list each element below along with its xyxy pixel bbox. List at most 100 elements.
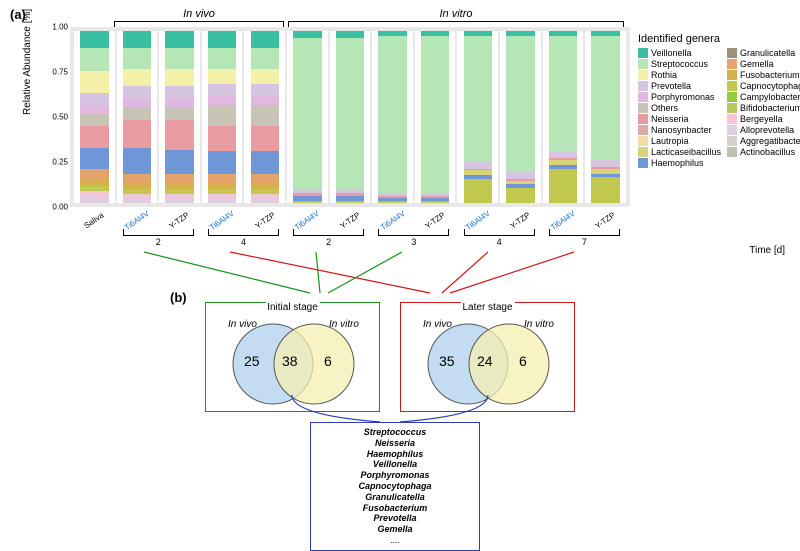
day-bracket-label: 3 [411, 237, 416, 247]
panel-b-label: (b) [170, 290, 187, 305]
bar-segment [549, 169, 577, 203]
genus-item: Gemella [315, 524, 475, 535]
bar-segment [251, 174, 279, 184]
legend-swatch [638, 114, 648, 124]
bar-segment [251, 48, 279, 69]
y-axis-label: Relative Abundance [%] [22, 9, 33, 115]
legend-swatch [727, 81, 737, 91]
venn-n-mid2: 24 [477, 353, 493, 369]
legend-item: Prevotella [638, 81, 721, 91]
day-brackets: 242347 [70, 229, 630, 245]
bar-segment [123, 86, 151, 98]
legend-swatch [727, 48, 737, 58]
legend-swatch [638, 125, 648, 135]
venn-n-left: 25 [244, 353, 260, 369]
bar-segment [549, 36, 577, 151]
stage-connectors [60, 250, 620, 295]
legend-text: Haemophilus [651, 158, 704, 168]
day-bracket-label: 4 [497, 237, 502, 247]
genus-item: Neisseria [315, 438, 475, 449]
legend-swatch [727, 136, 737, 146]
bar-segment [464, 162, 492, 169]
label-invitro: In vitro [439, 8, 472, 20]
legend-text: Porphyromonas [651, 92, 715, 102]
legend-item: Bifidobacterium [727, 103, 800, 113]
venn-n-mid: 38 [282, 353, 298, 369]
legend-text: Nanosynbacter [651, 125, 712, 135]
bar-segment [165, 48, 193, 69]
genus-item: Porphyromonas [315, 470, 475, 481]
stacked-bar [464, 31, 492, 203]
legend-item: Neisseria [638, 114, 721, 124]
bar-segment [293, 201, 321, 203]
legend-swatch [638, 70, 648, 80]
label-invivo: In vivo [183, 8, 215, 20]
legend-text: Capnocytophaga [740, 81, 800, 91]
genus-item: Veillonella [315, 459, 475, 470]
bar-segment [506, 172, 534, 179]
legend-item: Rothia [638, 70, 721, 80]
bar-segment [165, 98, 193, 107]
bar-segment [80, 31, 108, 48]
bar-segment [293, 38, 321, 189]
day-bracket-label: 2 [326, 237, 331, 247]
legend-swatch [727, 92, 737, 102]
bar-segment [208, 84, 236, 96]
bar-segment [80, 71, 108, 93]
legend-text: Lacticaseibacillus [651, 147, 721, 157]
venn-lab-invitro2: In vitro [524, 319, 554, 330]
legend-text: Streptococcus [651, 59, 708, 69]
genus-item: .... [315, 535, 475, 546]
stacked-bar [80, 31, 108, 203]
bar-segment [80, 196, 108, 203]
bar-slot [543, 31, 584, 203]
bar-segment [123, 98, 151, 107]
bar-segment [123, 198, 151, 203]
bar-segment [208, 174, 236, 184]
legend-col-1: VeillonellaStreptococcusRothiaPrevotella… [638, 48, 721, 169]
bar-slot [287, 31, 328, 203]
bar-slot [117, 31, 158, 203]
genus-item: Streptococcus [315, 427, 475, 438]
legend-text: Neisseria [651, 114, 689, 124]
stacked-bar [165, 31, 193, 203]
bar-slot [585, 31, 626, 203]
legend-item: Alloprevotella [727, 125, 800, 135]
bar-segment [80, 93, 108, 105]
bar-segment [123, 120, 151, 148]
legend-swatch [638, 48, 648, 58]
legend-text: Aggregatibacter [740, 136, 800, 146]
bar-segment [165, 86, 193, 98]
genus-item: Capnocytophaga [315, 481, 475, 492]
legend-swatch [727, 70, 737, 80]
legend-text: Alloprevotella [740, 125, 794, 135]
bar-slot [244, 31, 285, 203]
day-bracket-label: 7 [582, 237, 587, 247]
legend-text: Bifidobacterium [740, 103, 800, 113]
legend-item: Actinobacillus [727, 147, 800, 157]
day-bracket-label: 4 [241, 237, 246, 247]
bar-segment [378, 36, 406, 193]
bar-segment [123, 31, 151, 48]
day-bracket: 4 [208, 229, 279, 236]
legend-swatch [727, 59, 737, 69]
stacked-bar [506, 31, 534, 203]
legend-item: Veillonella [638, 48, 721, 58]
y-tick: 0.25 [52, 158, 68, 167]
legend-text: Prevotella [651, 81, 691, 91]
bar-segment [165, 107, 193, 121]
bar-slot [500, 31, 541, 203]
bar-segment [336, 201, 364, 203]
venn-lab-invivo: In vivo [228, 319, 257, 330]
venn-lab-invitro: In vitro [329, 319, 359, 330]
bar-segment [123, 107, 151, 121]
legend-item: Porphyromonas [638, 92, 721, 102]
bar-segment [336, 31, 364, 38]
bar-segment [165, 120, 193, 149]
legend-col-2: GranulicatellaGemellaFusobacteriumCapnoc… [727, 48, 800, 169]
bar-segment [208, 96, 236, 105]
legend-swatch [638, 147, 648, 157]
stacked-bar [208, 31, 236, 203]
venn-to-list-connectors [270, 395, 510, 425]
legend-item: Bergeyella [727, 114, 800, 124]
